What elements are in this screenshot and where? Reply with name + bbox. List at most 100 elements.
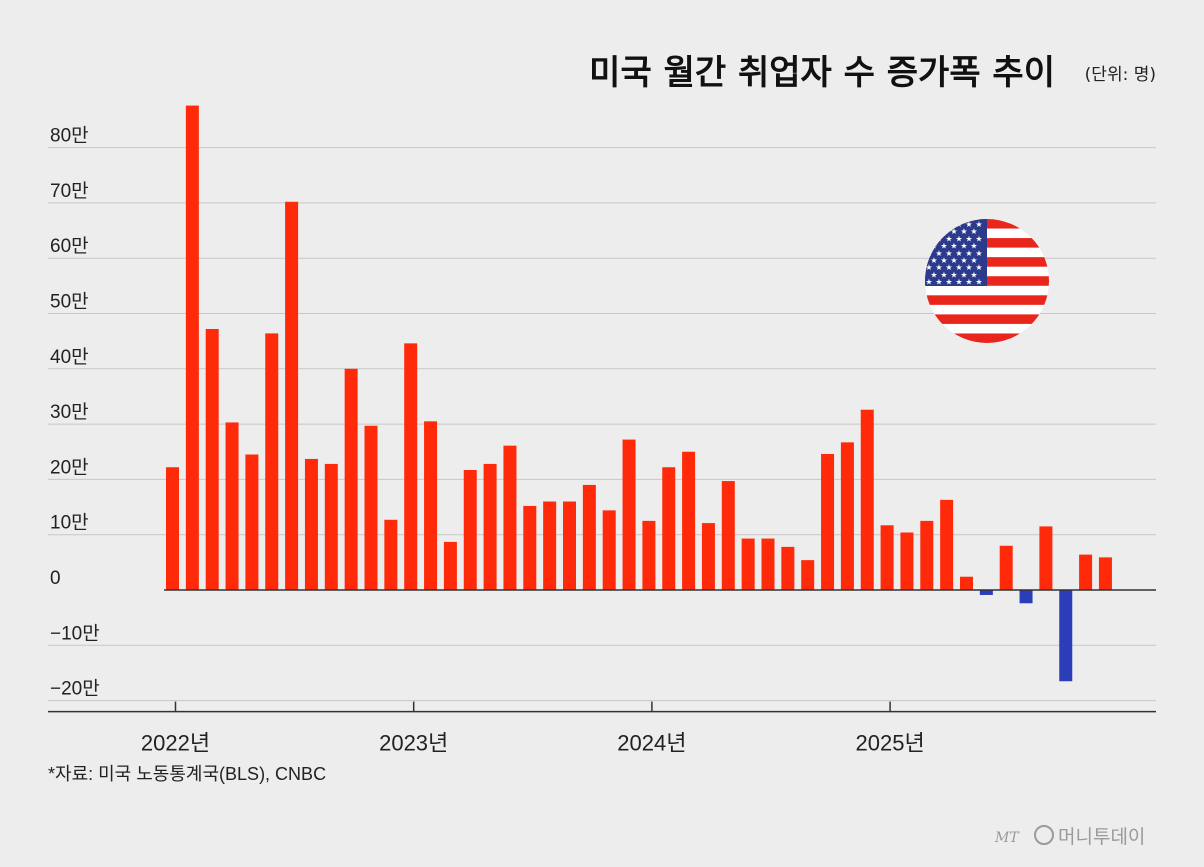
x-tick-label: 2024년 — [617, 731, 686, 756]
svg-text:★: ★ — [950, 256, 957, 265]
bar — [1019, 590, 1033, 604]
us-flag-icon: ★ ★ ★ ★ ★ ★★ ★ ★ ★ ★★ ★ ★ ★ ★ ★★ ★ ★ ★ ★★ ★ ★ ★ ★ ★★ ★ ★ ★ ★★ ★ ★ ★ ★ ★★… — [925, 219, 1049, 343]
y-tick-label: 60만 — [50, 235, 89, 257]
svg-text:★: ★ — [930, 270, 937, 279]
svg-text:★: ★ — [975, 249, 982, 258]
svg-text:★: ★ — [950, 270, 957, 279]
svg-text:★: ★ — [955, 249, 962, 258]
svg-text:★: ★ — [935, 278, 942, 287]
bar — [979, 590, 993, 595]
x-tick-label: 2023년 — [379, 731, 448, 756]
svg-text:★: ★ — [960, 270, 967, 279]
svg-text:★: ★ — [930, 256, 937, 265]
bar — [880, 525, 894, 590]
y-tick-label: −10만 — [50, 622, 100, 644]
svg-text:★: ★ — [955, 263, 962, 272]
bar — [1059, 590, 1073, 682]
bars — [166, 105, 1112, 682]
svg-text:★: ★ — [935, 263, 942, 272]
svg-text:★: ★ — [925, 263, 932, 272]
svg-text:★: ★ — [925, 220, 932, 229]
svg-text:★: ★ — [970, 242, 977, 251]
bar — [860, 409, 874, 590]
svg-text:★: ★ — [940, 242, 947, 251]
bar — [364, 425, 378, 590]
bar — [543, 501, 557, 590]
chart-title: 미국 월간 취업자 수 증가폭 추이 — [589, 53, 1055, 93]
y-tick-label: 30만 — [50, 401, 89, 423]
svg-text:★: ★ — [935, 249, 942, 258]
y-tick-label: 80만 — [50, 125, 89, 147]
svg-text:★: ★ — [955, 234, 962, 243]
bar — [622, 439, 636, 590]
bar — [404, 343, 418, 590]
x-tick-label: 2022년 — [141, 731, 210, 756]
svg-text:★: ★ — [960, 227, 967, 236]
bar — [344, 368, 358, 590]
bar — [900, 532, 914, 590]
bar — [761, 538, 775, 590]
bar — [424, 421, 438, 590]
svg-text:★: ★ — [945, 263, 952, 272]
bar — [384, 519, 398, 590]
bar — [166, 467, 179, 590]
bar — [721, 481, 735, 590]
bar — [304, 458, 318, 590]
svg-text:★: ★ — [975, 220, 982, 229]
svg-text:★: ★ — [965, 263, 972, 272]
y-tick-label: 70만 — [50, 180, 89, 202]
svg-text:★: ★ — [965, 234, 972, 243]
bar — [940, 499, 954, 590]
bar — [642, 520, 656, 590]
bar — [781, 546, 795, 590]
svg-text:MT: MT — [994, 830, 1020, 846]
y-tick-label: 0 — [50, 568, 61, 589]
svg-text:★: ★ — [925, 278, 932, 287]
bar — [602, 510, 616, 590]
y-axis-ticks: 80만 70만 60만 50만 40만 30만 20만 10만 0 −10만 −20만 — [50, 125, 100, 700]
bar — [324, 463, 338, 590]
y-tick-label: −20만 — [50, 678, 100, 700]
y-tick-label: 10만 — [50, 512, 89, 534]
y-tick-label: 40만 — [50, 346, 89, 368]
bar — [821, 453, 835, 590]
svg-text:★: ★ — [960, 256, 967, 265]
svg-text:★: ★ — [925, 234, 932, 243]
bar — [265, 333, 279, 590]
svg-text:★: ★ — [945, 234, 952, 243]
bar — [245, 454, 259, 590]
svg-text:★: ★ — [965, 249, 972, 258]
bar — [662, 467, 676, 590]
bar — [840, 442, 854, 590]
svg-text:★: ★ — [950, 242, 957, 251]
x-axis-ticks: 2022년 2023년 2024년 2025년 — [141, 701, 925, 756]
bar — [582, 484, 596, 590]
svg-text:★: ★ — [950, 227, 957, 236]
y-tick-label: 20만 — [50, 456, 89, 478]
svg-text:★: ★ — [965, 220, 972, 229]
svg-text:★: ★ — [960, 242, 967, 251]
bar — [443, 541, 457, 590]
bar — [999, 545, 1013, 590]
y-tick-label: 50만 — [50, 291, 89, 313]
bar — [1098, 557, 1112, 590]
svg-text:★: ★ — [945, 249, 952, 258]
bar — [463, 469, 477, 590]
bar — [682, 451, 696, 590]
bar — [701, 523, 715, 590]
svg-text:★: ★ — [935, 220, 942, 229]
svg-text:★: ★ — [970, 270, 977, 279]
bar — [801, 560, 815, 590]
svg-text:★: ★ — [970, 256, 977, 265]
svg-text:★: ★ — [975, 234, 982, 243]
svg-text:★: ★ — [975, 263, 982, 272]
bar — [1039, 526, 1053, 590]
svg-text:★: ★ — [930, 227, 937, 236]
svg-text:★: ★ — [945, 278, 952, 287]
bar — [563, 501, 576, 590]
source-note: *자료: 미국 노동통계국(BLS), CNBC — [48, 764, 326, 784]
svg-text:★: ★ — [940, 256, 947, 265]
bar — [185, 105, 199, 591]
bar — [920, 520, 934, 590]
svg-text:★: ★ — [975, 278, 982, 287]
